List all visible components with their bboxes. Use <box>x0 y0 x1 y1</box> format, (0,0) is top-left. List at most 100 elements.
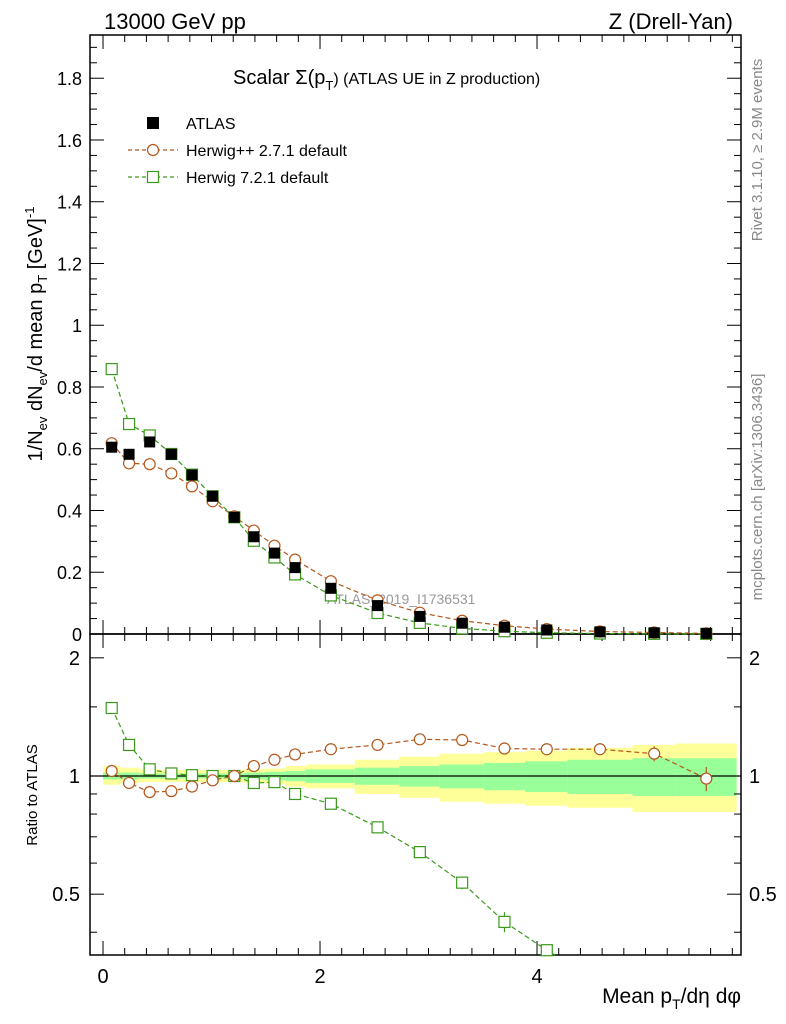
herwigpp-ratio-point <box>268 753 281 766</box>
series-marks <box>105 362 713 957</box>
ylabel-f: T <box>35 275 50 283</box>
y-axis-label: 1/Nev dNev/d mean pT [GeV]-1 <box>22 207 50 462</box>
atlas-point <box>165 448 177 460</box>
herwig7-ratio-point <box>288 787 302 801</box>
herwig7-ratio-point <box>413 845 426 859</box>
atlas-point <box>123 448 135 460</box>
atlas-point <box>325 582 337 594</box>
title-main: Scalar Σ(p <box>233 67 325 89</box>
herwig7-ratio-point <box>540 944 553 957</box>
herwigpp-ratio-point <box>206 774 219 787</box>
atlas-point <box>372 600 384 612</box>
ratio-tick-label: 1 <box>69 766 80 788</box>
herwig7-ratio-point <box>324 797 337 810</box>
herwigpp-ratio-point <box>413 733 426 746</box>
stat-uncertainty-band <box>632 758 676 796</box>
herwigpp-ratio-point <box>324 743 337 756</box>
rivet-label: Rivet 3.1.10, ≥ 2.9M events <box>749 59 766 242</box>
xlabel-tail: /dη dφ <box>681 985 741 1008</box>
ratio-y-axis-label: Ratio to ATLAS <box>24 744 41 845</box>
herwig7-ratio-point <box>122 738 136 752</box>
herwigpp-ratio-point <box>228 769 241 783</box>
herwig7-ratio-point <box>268 775 281 789</box>
atlas-point <box>414 610 426 622</box>
title-sub: T <box>325 78 333 93</box>
ylabel-g: [GeV] <box>25 218 47 275</box>
legend-herwigpp-marker <box>146 143 160 157</box>
y-tick-label: 1.2 <box>57 254 82 274</box>
y-tick-label: 0.6 <box>57 440 82 460</box>
herwigpp-ratio-point <box>247 759 260 773</box>
herwigpp-ratio-point <box>185 780 199 793</box>
ylabel-d: ev <box>35 371 50 385</box>
legend-atlas-marker <box>147 117 159 129</box>
herwigpp-ratio-point <box>105 764 118 778</box>
legend: ATLAS Herwig++ 2.7.1 default Herwig 7.2.… <box>128 116 348 187</box>
header-energy: 13000 GeV pp <box>104 9 246 34</box>
y-tick-label: 0 <box>72 625 82 645</box>
legend-herwig7-marker <box>146 170 160 184</box>
ylabel-h: -1 <box>22 207 37 219</box>
atlas-point <box>268 547 280 559</box>
title-tail: ) (ATLAS UE in Z production) <box>333 71 540 88</box>
ratio-tick-label: 2 <box>69 648 80 670</box>
herwigpp-ratio-point <box>498 742 511 755</box>
atlas-point <box>106 441 118 453</box>
herwigpp-ratio-point <box>165 785 178 798</box>
herwigpp-point <box>165 467 178 480</box>
chart-title: Scalar Σ(pT) (ATLAS UE in Z production) <box>233 67 540 93</box>
x-axis-label: Mean pT/dη dφ <box>602 985 741 1012</box>
atlas-point <box>228 511 240 523</box>
ratio-tick-label-right: 1 <box>749 766 760 788</box>
stat-uncertainty-band <box>525 761 568 793</box>
series-lines <box>111 368 707 956</box>
herwig7-ratio-point <box>165 767 178 780</box>
y-tick-label: 0.2 <box>57 563 82 583</box>
herwig7-point <box>105 362 118 376</box>
herwigpp-point <box>185 480 199 493</box>
atlas-point <box>289 562 301 574</box>
herwigpp-ratio-point <box>456 733 469 747</box>
y-tick-label: 0.4 <box>57 501 82 521</box>
atlas-point <box>541 624 553 636</box>
legend-herwig7-label: Herwig 7.2.1 default <box>186 170 329 187</box>
herwigpp-ratio-point <box>593 743 607 756</box>
stat-uncertainty-band <box>567 759 633 794</box>
herwigpp-ratio-point <box>540 743 553 756</box>
tick-labels: 0 2 4 0 0.2 0.4 0.6 0.8 1 1.2 1.4 1.6 1.8 0.5 0.5 1 1 2 2 <box>52 69 777 988</box>
ratio-tick-label-right: 2 <box>749 648 760 670</box>
xlabel-sub: T <box>672 996 681 1012</box>
atlas-point <box>594 626 606 638</box>
x-tick-label: 2 <box>314 966 325 988</box>
herwigpp-ratio-point <box>143 785 156 799</box>
xlabel-main: Mean p <box>602 985 672 1008</box>
herwig7-ratio-point <box>143 763 156 776</box>
mcplots-label: mcplots.cern.ch [arXiv:1306.3436] <box>749 374 766 601</box>
atlas-point <box>456 617 468 629</box>
herwig7-point <box>122 417 136 431</box>
herwigpp-ratio-point <box>700 772 713 785</box>
herwig7-ratio-point <box>247 776 260 790</box>
herwig7-ratio-point <box>498 915 511 928</box>
analysis-watermark: ATLAS_2019_I1736531 <box>327 591 476 607</box>
ratio-tick-label: 0.5 <box>52 884 80 906</box>
herwig7-ratio-line <box>111 707 556 956</box>
herwig7-ratio-point <box>371 821 384 834</box>
ratio-tick-label-right: 0.5 <box>749 884 777 906</box>
herwigpp-ratio-point <box>648 747 661 760</box>
herwig7-ratio-point <box>185 769 199 782</box>
atlas-point <box>700 627 712 639</box>
x-tick-label: 4 <box>531 966 542 988</box>
y-tick-label: 1.6 <box>57 131 82 151</box>
y-tick-label: 0.8 <box>57 378 82 398</box>
herwig7-ratio-point <box>456 876 469 889</box>
atlas-point <box>248 531 260 543</box>
ylabel-c: dN <box>25 385 47 416</box>
atlas-point <box>648 627 660 639</box>
atlas-point <box>144 436 156 448</box>
y-tick-label: 1 <box>72 316 82 336</box>
atlas-point <box>207 490 219 502</box>
herwigpp-point <box>143 458 156 471</box>
header-process: Z (Drell-Yan) <box>609 9 733 34</box>
ylabel-a: 1/N <box>25 430 47 461</box>
